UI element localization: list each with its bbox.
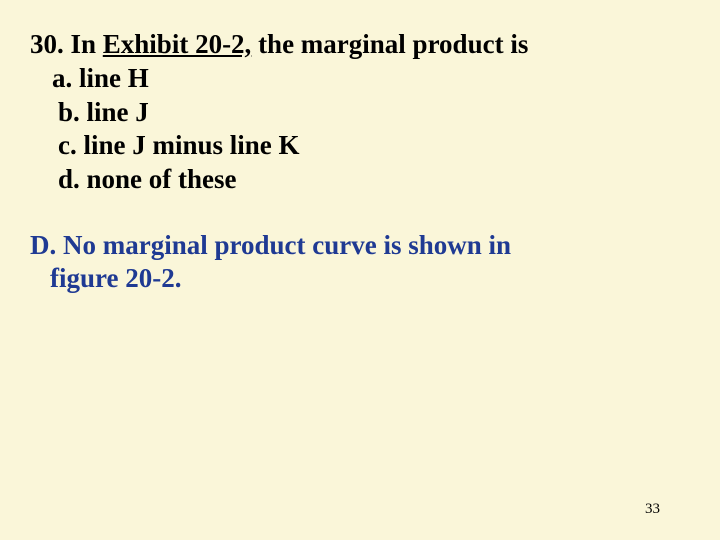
question-block: 30. In Exhibit 20-2, the marginal produc…	[30, 28, 690, 197]
answer-line1: D. No marginal product curve is shown in	[30, 229, 690, 262]
option-a: a. line H	[30, 62, 690, 96]
question-number: 30.	[30, 29, 71, 59]
option-c: c. line J minus line K	[30, 129, 690, 163]
question-prefix: In	[71, 29, 103, 59]
option-d: d. none of these	[30, 163, 690, 197]
question-underlined: Exhibit 20-2,	[103, 29, 252, 59]
page-number: 33	[645, 501, 660, 518]
answer-block: D. No marginal product curve is shown in…	[30, 229, 690, 295]
slide: 30. In Exhibit 20-2, the marginal produc…	[0, 0, 720, 540]
question-suffix: the marginal product is	[251, 29, 528, 59]
option-b: b. line J	[30, 96, 690, 130]
answer-line2: figure 20-2.	[30, 262, 690, 295]
question-text: 30. In Exhibit 20-2, the marginal produc…	[30, 28, 690, 62]
